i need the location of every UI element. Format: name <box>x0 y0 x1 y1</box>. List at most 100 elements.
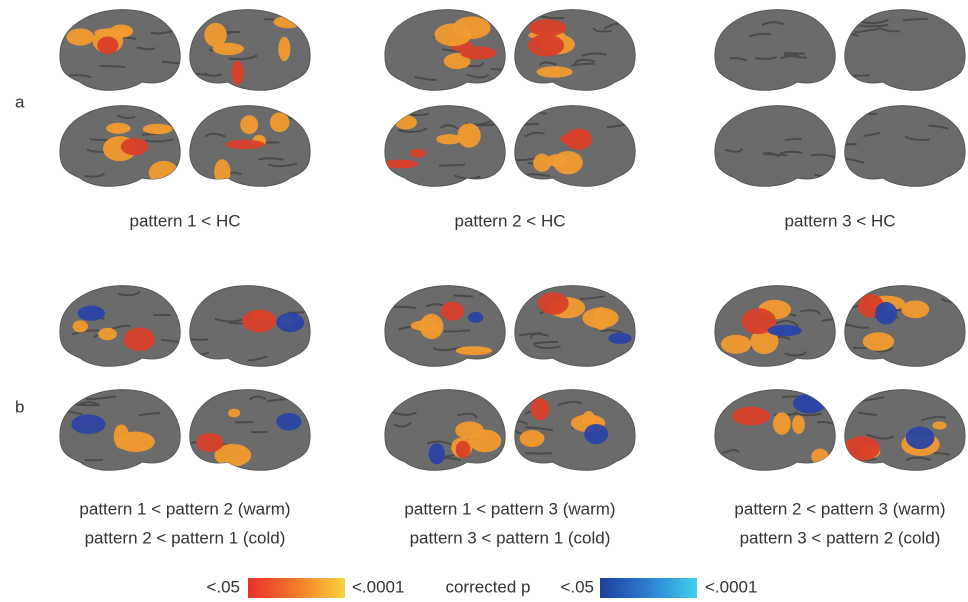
warm-colorbar <box>248 578 345 598</box>
sulcus <box>904 135 930 141</box>
activation-blob <box>109 24 134 38</box>
brain <box>59 105 181 187</box>
sulcus <box>111 324 131 330</box>
caption: pattern 1 < pattern 2 (warm) <box>79 499 290 518</box>
caption: pattern 3 < pattern 1 (cold) <box>410 528 611 547</box>
sulcus <box>195 72 213 77</box>
sulcus <box>457 412 478 419</box>
sulcus <box>432 346 462 352</box>
sulcus <box>729 57 748 62</box>
brain-surface <box>384 285 506 367</box>
activation-blob <box>148 160 179 185</box>
brain <box>844 285 966 367</box>
brain <box>384 9 506 91</box>
sulcus <box>65 410 83 416</box>
panel-label: b <box>15 397 24 416</box>
sulcus <box>905 456 932 462</box>
caption: pattern 1 < pattern 3 (warm) <box>404 499 615 518</box>
activation-blob <box>468 429 502 453</box>
activation-blob <box>608 332 632 344</box>
activation-blob <box>276 312 305 333</box>
sulcus <box>722 449 740 454</box>
sulcus <box>579 295 606 300</box>
sulcus <box>116 114 136 120</box>
activation-blob <box>97 36 119 55</box>
sulcus <box>393 421 412 428</box>
brain-detail <box>390 290 506 356</box>
activation-blob <box>527 34 565 57</box>
brain-surface <box>714 105 836 187</box>
activation-blob <box>242 309 277 333</box>
brain <box>514 285 636 367</box>
activation-blob <box>862 332 895 351</box>
sulcus <box>844 157 865 164</box>
sulcus <box>479 290 506 296</box>
brain <box>514 389 636 471</box>
brain <box>189 389 311 471</box>
cold-colorbar <box>600 578 697 598</box>
activation-blob <box>273 16 303 29</box>
activation-blob <box>811 448 829 465</box>
brain <box>189 285 311 367</box>
sulcus <box>533 340 559 345</box>
sulcus <box>903 17 928 22</box>
legend-title: corrected p <box>445 577 530 596</box>
activation-blob <box>231 60 244 85</box>
activation-blob <box>455 346 493 356</box>
sulcus <box>287 311 305 314</box>
brain-detail <box>391 410 502 465</box>
sulcus <box>524 173 551 178</box>
caption: pattern 3 < HC <box>784 211 895 230</box>
brain <box>384 105 506 187</box>
brain-surface <box>384 389 506 471</box>
sulcus <box>860 19 889 25</box>
activation-blob <box>905 426 935 450</box>
sulcus <box>844 176 863 182</box>
brain-detail <box>527 14 631 78</box>
brain <box>844 9 966 91</box>
brain <box>189 9 311 91</box>
activation-blob <box>428 443 445 465</box>
sulcus <box>439 124 459 130</box>
activation-blob <box>440 301 465 321</box>
activation-blob <box>455 440 471 459</box>
activation-blob <box>395 115 417 130</box>
sulcus <box>89 138 111 142</box>
activation-blob <box>901 300 930 319</box>
activation-blob <box>741 308 776 335</box>
activation-blob <box>546 154 567 167</box>
brain-detail <box>189 112 302 184</box>
sulcus <box>189 335 209 341</box>
activation-blob <box>443 53 471 70</box>
activation-blob <box>772 412 791 435</box>
sulcus <box>754 56 777 60</box>
sulcus <box>877 26 901 33</box>
activation-blob <box>196 432 224 453</box>
sulcus <box>592 27 612 33</box>
caption: pattern 2 < HC <box>454 211 565 230</box>
sulcus <box>859 23 889 28</box>
sulcus <box>466 73 490 79</box>
sulcus <box>71 329 100 336</box>
sulcus <box>414 76 437 81</box>
activation-blob <box>98 327 117 341</box>
brain <box>514 9 636 91</box>
sulcus <box>228 54 258 61</box>
sulcus <box>189 113 205 119</box>
sulcus <box>453 294 474 298</box>
brain-detail <box>519 292 632 350</box>
sulcus <box>86 395 116 401</box>
brain <box>59 9 181 91</box>
brain-surface <box>59 9 181 91</box>
brain-surface <box>384 105 506 187</box>
sulcus <box>248 395 267 401</box>
sulcus <box>520 110 547 115</box>
activation-blob <box>530 397 550 421</box>
sulcus <box>557 400 583 407</box>
sulcus <box>783 53 807 59</box>
panel-label: a <box>15 92 25 111</box>
sulcus <box>203 72 222 77</box>
sulcus <box>816 421 835 426</box>
